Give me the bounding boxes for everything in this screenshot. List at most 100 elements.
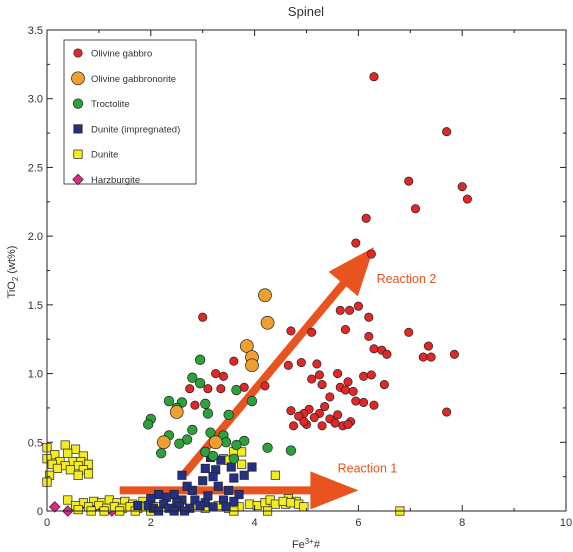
point-troctolite <box>262 442 273 453</box>
legend-label: Olivine gabbro <box>91 49 152 60</box>
point-olivine-gabbro <box>314 370 325 380</box>
point-olivine-gabbro <box>351 238 361 248</box>
point-olivine-gabbro <box>216 384 226 394</box>
point-olivine-gabbro <box>382 349 392 359</box>
y-tick-label: 0.5 <box>28 437 43 449</box>
y-tick-label: 2.0 <box>28 231 43 243</box>
point-dunite <box>60 440 70 450</box>
point-olivine-gabbro <box>404 327 414 337</box>
point-olivine-gabbro <box>364 331 374 342</box>
point-dunite <box>237 447 247 457</box>
y-tick-label: 1.0 <box>28 369 43 381</box>
point-olivine-gabbro <box>211 369 221 379</box>
point-olivine-gabbro <box>442 127 452 137</box>
point-troctolite <box>285 445 297 456</box>
point-dunite-impregnated <box>239 470 249 480</box>
point-olivine-gabbro <box>343 419 353 429</box>
point-dunite <box>278 496 288 506</box>
point-olivine-gabbro <box>288 421 299 431</box>
point-dunite-impregnated <box>208 502 218 512</box>
point-dunite-impregnated <box>187 485 197 495</box>
point-dunite-impregnated <box>154 489 164 500</box>
point-harzburgite <box>49 501 61 513</box>
point-olivine-gabbro <box>462 194 472 204</box>
point-dunite-impregnated <box>208 472 218 482</box>
point-dunite <box>52 463 62 473</box>
point-dunite <box>286 498 296 508</box>
point-olivine-gabbro <box>283 360 293 370</box>
point-troctolite <box>163 395 175 407</box>
point-dunite <box>63 448 73 458</box>
y-tick-label: 0 <box>37 506 43 518</box>
point-dunite <box>237 459 247 469</box>
point-olivine-gabbro <box>317 380 327 390</box>
x-tick-label: 2 <box>148 517 154 529</box>
point-dunite-impregnated <box>224 485 234 495</box>
point-olivine-gabbro <box>203 384 213 394</box>
point-dunite-impregnated <box>213 481 223 491</box>
point-dunite-impregnated <box>234 489 244 500</box>
point-olivine-gabbro <box>229 356 239 366</box>
point-troctolite <box>194 354 206 365</box>
point-troctolite <box>143 419 154 430</box>
point-troctolite <box>156 448 167 459</box>
point-troctolite <box>174 438 185 449</box>
point-olivine-gabbro <box>190 400 200 410</box>
point-troctolite <box>205 427 216 438</box>
point-dunite-impregnated <box>200 463 210 473</box>
point-olivine-gabbro <box>345 305 355 315</box>
point-olivine-gabbro <box>335 305 345 315</box>
legend-label: Dunite (impregnated) <box>91 124 180 135</box>
point-olivine-gabbro <box>294 411 304 421</box>
point-olivine-gabbro <box>333 410 343 420</box>
point-olivine-gabbro <box>366 370 376 380</box>
legend-label: Olivine gabbronorite <box>91 74 176 85</box>
point-olivine-gabbro <box>361 213 371 223</box>
point-dunite <box>83 459 94 469</box>
point-troctolite <box>228 453 239 464</box>
reaction-1-label: Reaction 1 <box>338 462 398 476</box>
point-olivine-gabbro <box>309 412 319 423</box>
point-troctolite <box>187 424 198 436</box>
point-olivine-gabbro <box>410 204 421 214</box>
point-olivine-gabbro <box>379 380 389 390</box>
point-troctolite <box>231 439 242 451</box>
point-dunite <box>70 444 81 454</box>
point-olivine-gabbro <box>343 377 353 387</box>
point-dunite-impregnated <box>247 462 257 472</box>
point-dunite <box>270 499 280 509</box>
point-troctolite <box>200 398 211 409</box>
point-olivine-gabbro <box>359 397 369 407</box>
x-tick-label: 6 <box>355 517 361 529</box>
point-olivine-gabbronorite <box>260 315 275 330</box>
legend-box <box>63 39 197 185</box>
point-olivine-gabbro <box>369 344 379 354</box>
point-troctolite <box>207 450 219 462</box>
y-tick-label: 2.5 <box>28 162 43 174</box>
point-olivine-gabbro <box>404 176 414 186</box>
point-olivine-gabbro <box>418 352 428 362</box>
point-olivine-gabbro <box>369 400 379 410</box>
legend-marker <box>71 71 85 86</box>
reaction-2-label: Reaction 2 <box>377 272 437 286</box>
point-olivine-gabbro <box>320 402 330 412</box>
point-dunite-impregnated <box>229 496 239 506</box>
point-dunite-impregnated <box>221 502 231 512</box>
point-olivine-gabbro <box>340 325 350 335</box>
x-tick-label: 4 <box>252 517 258 529</box>
point-olivine-gabbronorite <box>169 405 184 419</box>
legend-label: Troctolite <box>91 99 130 110</box>
point-olivine-gabbronorite <box>208 435 223 450</box>
point-olivine-gabbro <box>348 386 358 396</box>
point-olivine-gabbro <box>369 72 379 82</box>
point-olivine-gabbro <box>317 421 327 431</box>
point-dunite-impregnated <box>195 500 205 511</box>
y-axis-label: TiO2 (wt%) <box>6 246 20 299</box>
x-axis-label: Fe3+# <box>292 537 321 551</box>
point-olivine-gabbro <box>325 392 335 402</box>
reaction-arrows: Reaction 1 Reaction 2 <box>119 247 437 510</box>
point-olivine-gabbro <box>449 349 459 359</box>
point-olivine-gabbro <box>351 396 361 406</box>
legend-marker <box>73 124 83 134</box>
